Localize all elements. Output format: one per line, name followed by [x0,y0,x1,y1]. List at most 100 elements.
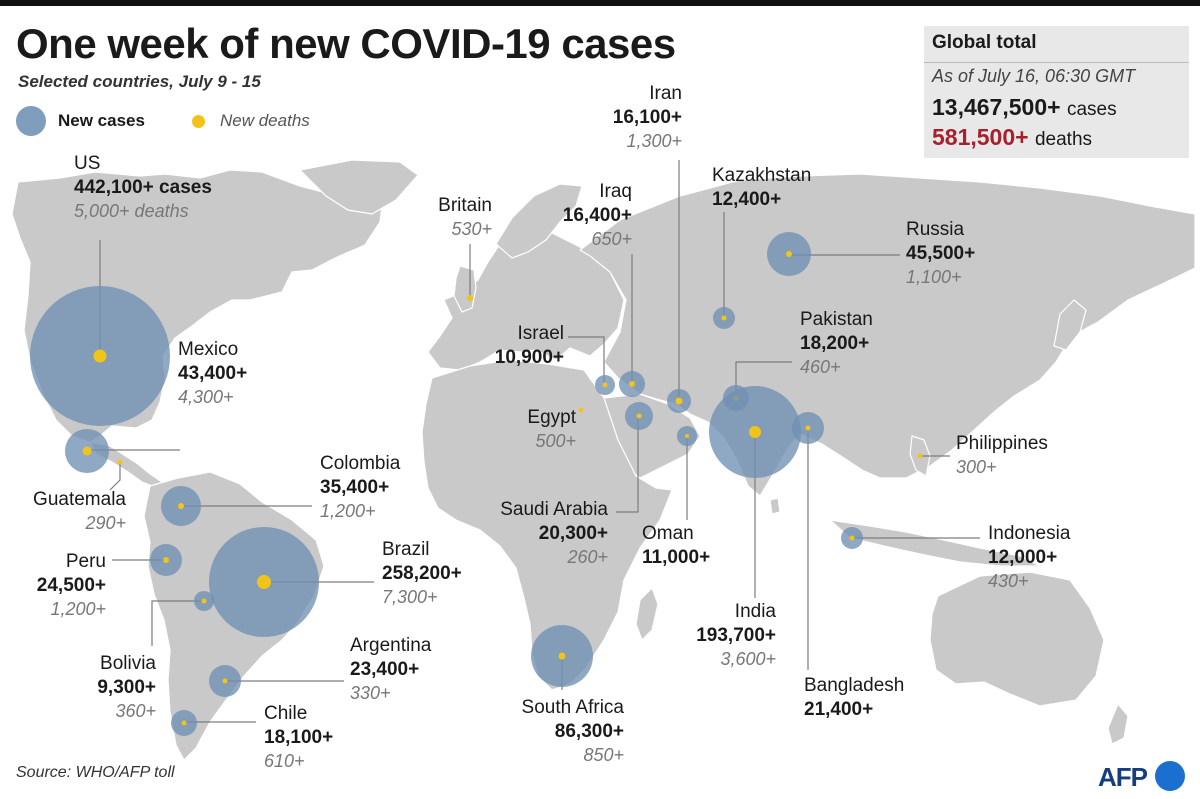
deaths-dot-egypt [578,407,584,413]
leader-israel [568,336,605,384]
india-name: India [734,601,776,622]
legend-deaths-swatch [192,115,205,128]
chile-name: Chile [264,703,308,724]
top-rule [0,0,1200,6]
israel-name: Israel [517,323,564,344]
label-bolivia: Bolivia 9,300+ 360+ [60,652,156,722]
leader-guatemala [109,462,121,491]
pakistan-cases: 18,200+ [800,332,870,354]
deaths-dot-mexico [82,446,92,456]
source-note: Source: WHO/AFP toll [16,764,175,781]
brazil-name: Brazil [382,539,430,560]
bangladesh-name: Bangladesh [804,675,905,696]
deaths-dot-iraq [629,381,635,387]
colombia-cases: 35,400+ [320,476,390,498]
deaths-dot-indonesia [849,535,855,541]
deaths-dot-saudi-arabia [636,413,642,419]
brazil-cases: 258,200+ [382,562,462,584]
deaths-dot-peru [163,557,169,563]
label-kazakhstan: Kazakhstan 12,400+ [712,164,811,212]
deaths-dot-bolivia [201,598,207,604]
label-mexico: Mexico 43,400+ 4,300+ [178,338,247,408]
deaths-dot-bangladesh [805,425,811,431]
label-israel: Israel 10,900+ [470,322,564,370]
philippines-name: Philippines [956,433,1048,454]
israel-cases: 10,900+ [494,346,564,368]
south-africa-name: South Africa [521,697,624,718]
page-title: One week of new COVID-19 cases [16,20,676,67]
legend-cases-swatch [16,106,46,136]
argentina-cases: 23,400+ [350,658,420,680]
deaths-dot-oman [685,434,689,438]
brazil-deaths: 7,300+ [382,586,438,607]
global-total-divider [924,62,1189,63]
russia-name: Russia [906,219,965,240]
label-bangladesh: Bangladesh 21,400+ [804,674,904,722]
global-cases-value: 13,467,500+ [932,94,1061,120]
colombia-deaths: 1,200+ [320,500,376,521]
land-sri-lanka [769,497,781,515]
south-africa-deaths: 850+ [583,744,624,765]
chile-cases: 18,100+ [264,726,334,748]
us-cases: 442,100+ cases [74,176,212,198]
pakistan-name: Pakistan [800,309,873,330]
land-indonesia [828,519,1041,567]
deaths-dot-iran [675,397,683,405]
deaths-dot-philippines [917,453,923,459]
iran-name: Iran [649,83,682,104]
land-japan [1053,299,1087,351]
guatemala-name: Guatemala [33,489,126,510]
deaths-dot-argentina [222,678,228,684]
afp-logo-text: AFP [1098,762,1148,792]
indonesia-deaths: 430+ [988,570,1029,591]
indonesia-name: Indonesia [988,523,1071,544]
label-us: US 442,100+ cases 5,000+ deaths [74,152,212,222]
global-total-box: Global total As of July 16, 06:30 GMT 13… [924,26,1189,158]
markers [30,232,923,736]
label-oman: Oman 11,000+ [642,522,710,570]
britain-name: Britain [438,195,492,216]
label-iraq: Iraq 16,400+ 650+ [540,180,632,250]
label-saudi-arabia: Saudi Arabia 20,300+ 260+ [470,498,608,568]
colombia-name: Colombia [320,453,401,474]
deaths-dot-russia [786,251,792,257]
iran-deaths: 1,300+ [626,130,682,151]
iraq-cases: 16,400+ [562,204,632,226]
kazakhstan-name: Kazakhstan [712,165,812,186]
iraq-name: Iraq [599,181,632,202]
argentina-deaths: 330+ [350,682,391,703]
us-deaths: 5,000+ deaths [74,200,189,221]
kazakhstan-cases: 12,400+ [712,188,782,210]
global-total-cases: 13,467,500+ cases [932,94,1117,121]
subtitle: Selected countries, July 9 - 15 [18,72,261,91]
india-cases: 193,700+ [696,624,776,646]
india-deaths: 3,600+ [720,648,776,669]
label-argentina: Argentina 23,400+ 330+ [350,634,431,704]
land-australia [929,571,1105,707]
global-deaths-value: 581,500+ [932,124,1029,150]
legend-cases-label: New cases [58,111,145,130]
oman-name: Oman [642,523,694,544]
saudi-arabia-name: Saudi Arabia [500,499,608,520]
mexico-deaths: 4,300+ [178,386,234,407]
label-philippines: Philippines 300+ [956,432,1048,478]
mexico-name: Mexico [178,339,239,360]
land-scandinavia [495,183,583,259]
iraq-deaths: 650+ [591,228,632,249]
label-brazil: Brazil 258,200+ 7,300+ [382,538,462,608]
peru-deaths: 1,200+ [50,598,106,619]
egypt-name: Egypt [527,407,576,428]
peru-cases: 24,500+ [36,574,106,596]
argentina-name: Argentina [350,635,432,656]
saudi-arabia-cases: 20,300+ [538,522,608,544]
global-total-heading: Global total [932,32,1037,53]
deaths-dot-india [749,426,761,438]
deaths-dot-brazil [257,575,271,589]
label-indonesia: Indonesia 12,000+ 430+ [988,522,1070,592]
bangladesh-cases: 21,400+ [804,698,874,720]
oman-cases: 11,000+ [642,546,711,568]
global-deaths-unit: deaths [1034,129,1093,150]
russia-cases: 45,500+ [906,242,976,264]
pakistan-deaths: 460+ [800,356,841,377]
